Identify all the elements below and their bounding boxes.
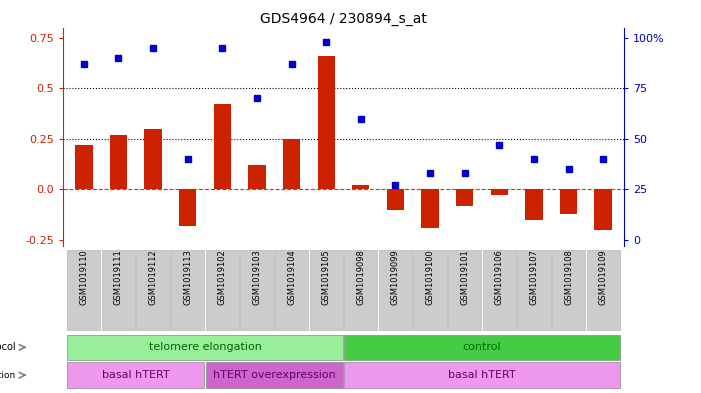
Text: GSM1019104: GSM1019104	[287, 250, 296, 305]
FancyBboxPatch shape	[344, 334, 620, 360]
Bar	[456, 189, 473, 206]
FancyBboxPatch shape	[275, 250, 308, 330]
Text: GSM1019107: GSM1019107	[529, 250, 538, 305]
Text: GSM1019111: GSM1019111	[114, 250, 123, 305]
FancyBboxPatch shape	[448, 250, 482, 330]
Text: GSM1019108: GSM1019108	[564, 250, 573, 305]
Text: GSM1019105: GSM1019105	[322, 250, 331, 305]
FancyBboxPatch shape	[67, 362, 204, 388]
Bar	[352, 185, 369, 189]
Bar	[421, 189, 439, 228]
FancyBboxPatch shape	[137, 250, 170, 330]
FancyBboxPatch shape	[67, 250, 100, 330]
FancyBboxPatch shape	[205, 362, 343, 388]
Text: control: control	[463, 342, 501, 353]
Text: GSM1019110: GSM1019110	[79, 250, 88, 305]
Bar	[525, 189, 543, 220]
Bar	[110, 135, 127, 189]
Bar	[144, 129, 162, 189]
FancyBboxPatch shape	[240, 250, 273, 330]
FancyBboxPatch shape	[344, 250, 377, 330]
Text: GSM1019102: GSM1019102	[218, 250, 227, 305]
Bar	[594, 189, 612, 230]
Text: genotype/variation: genotype/variation	[0, 371, 15, 380]
Text: basal hTERT: basal hTERT	[102, 370, 170, 380]
Text: GSM1019106: GSM1019106	[495, 250, 504, 305]
Bar	[387, 189, 404, 209]
Bar	[214, 105, 231, 189]
FancyBboxPatch shape	[483, 250, 516, 330]
Text: GSM1019100: GSM1019100	[426, 250, 435, 305]
FancyBboxPatch shape	[310, 250, 343, 330]
FancyBboxPatch shape	[517, 250, 550, 330]
Text: GSM1019098: GSM1019098	[356, 250, 365, 305]
Text: GSM1019099: GSM1019099	[391, 250, 400, 305]
Text: GSM1019109: GSM1019109	[599, 250, 608, 305]
Title: GDS4964 / 230894_s_at: GDS4964 / 230894_s_at	[260, 13, 427, 26]
Text: GSM1019113: GSM1019113	[183, 250, 192, 305]
FancyBboxPatch shape	[205, 250, 239, 330]
Text: GSM1019101: GSM1019101	[460, 250, 469, 305]
FancyBboxPatch shape	[379, 250, 412, 330]
Bar	[179, 189, 196, 226]
FancyBboxPatch shape	[414, 250, 447, 330]
FancyBboxPatch shape	[67, 334, 343, 360]
FancyBboxPatch shape	[552, 250, 585, 330]
Bar	[318, 56, 335, 189]
Text: telomere elongation: telomere elongation	[149, 342, 261, 353]
Text: hTERT overexpression: hTERT overexpression	[213, 370, 336, 380]
Text: GSM1019112: GSM1019112	[149, 250, 158, 305]
FancyBboxPatch shape	[171, 250, 204, 330]
Bar	[491, 189, 508, 195]
Text: basal hTERT: basal hTERT	[448, 370, 516, 380]
Bar	[248, 165, 266, 189]
Text: GSM1019103: GSM1019103	[252, 250, 261, 305]
Bar	[560, 189, 577, 214]
FancyBboxPatch shape	[102, 250, 135, 330]
FancyBboxPatch shape	[587, 250, 620, 330]
Bar	[75, 145, 93, 189]
Bar	[283, 139, 300, 189]
FancyBboxPatch shape	[344, 362, 620, 388]
Text: protocol: protocol	[0, 342, 15, 353]
